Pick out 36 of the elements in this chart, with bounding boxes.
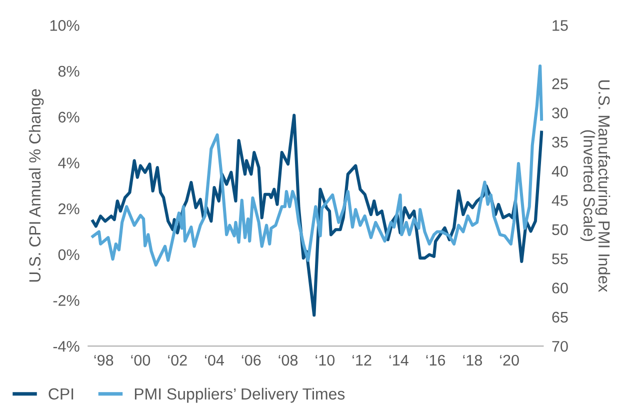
y2-tick-label: 65 xyxy=(552,312,568,323)
y2-tick-label: 45 xyxy=(552,195,568,206)
x-tick-label: ‘00 xyxy=(131,354,150,366)
x-tick-label: ‘16 xyxy=(426,354,446,366)
y-tick-label: -4% xyxy=(53,341,80,352)
y2-tick-label: 60 xyxy=(552,282,568,294)
x-tick-label: ‘02 xyxy=(168,354,187,366)
y2-tick-label: 55 xyxy=(552,254,568,264)
y2-axis-title: U.S. Manufacturing PMI Index (Inverted Scale) xyxy=(580,80,610,292)
x-tick-label: ‘08 xyxy=(278,354,298,366)
y-tick-label: 6% xyxy=(58,112,80,123)
y-tick-label: 4% xyxy=(58,158,80,168)
y2-tick-label: 25 xyxy=(552,78,568,90)
y2-tick-label: 15 xyxy=(552,20,568,31)
legend-label: PMI Suppliers’ Delivery Times xyxy=(134,388,345,403)
y2-tick-label: 50 xyxy=(552,224,568,236)
x-tick-label: ‘20 xyxy=(500,354,519,366)
y2-tick-label: 70 xyxy=(552,340,568,352)
y-tick-label: -2% xyxy=(53,295,80,306)
x-tick-label: ‘04 xyxy=(205,354,224,366)
x-tick-label: ‘18 xyxy=(463,354,482,366)
y-tick-label: 10% xyxy=(50,20,80,31)
y-tick-label: 0% xyxy=(58,249,80,260)
y-tick-label: 8% xyxy=(58,66,80,77)
y2-tick-label: 30 xyxy=(552,108,568,118)
x-tick-label: ‘98 xyxy=(94,354,114,366)
line-series xyxy=(91,64,544,267)
x-tick-label: ‘12 xyxy=(352,354,372,366)
legend-label: CPI xyxy=(48,388,74,400)
x-tick-label: ‘06 xyxy=(242,354,261,366)
x-tick-label: ‘10 xyxy=(316,354,335,366)
x-tick-label: ‘14 xyxy=(389,354,408,366)
y2-tick-label: 35 xyxy=(552,136,568,148)
y2-tick-label: 40 xyxy=(552,166,568,177)
y-axis-title: U.S. CPI Annual % Change xyxy=(28,89,44,282)
y-tick-label: 2% xyxy=(58,203,80,214)
